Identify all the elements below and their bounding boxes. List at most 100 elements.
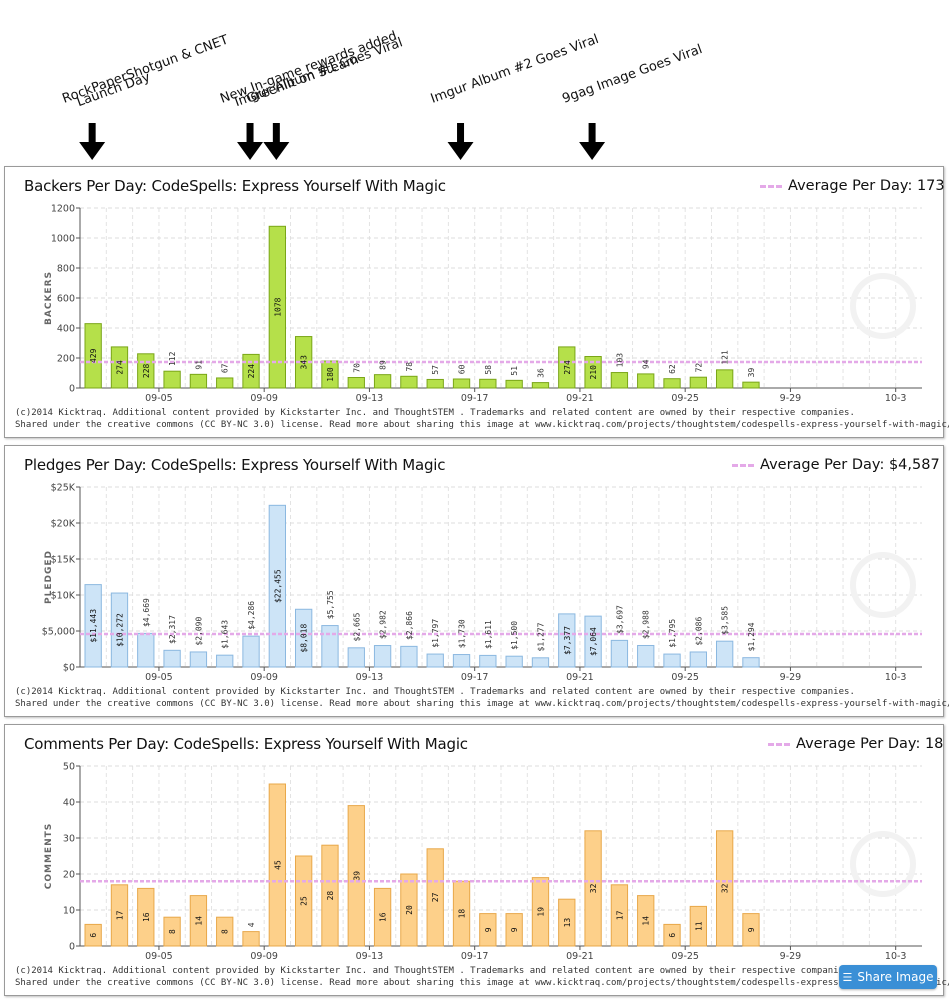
- bar: [110, 884, 129, 947]
- bar-data-label: 11: [694, 921, 703, 931]
- bar-data-label: 274: [115, 360, 124, 375]
- bar-data-label: $11,443: [89, 609, 98, 643]
- bar-data-label: $2,090: [194, 617, 203, 646]
- bar: [426, 378, 444, 389]
- bar-data-label: 9: [510, 927, 519, 932]
- x-tick-label: 10-3: [885, 672, 907, 683]
- bar: [216, 654, 234, 668]
- y-axis-label: PLEDGED: [44, 550, 54, 604]
- credit-line-2: Shared under the creative commons (CC BY…: [15, 699, 949, 709]
- bar: [689, 905, 708, 947]
- bar-data-label: 14: [642, 916, 651, 926]
- share-image-button[interactable]: ☰ Share Image: [839, 965, 937, 989]
- bar: [715, 640, 734, 668]
- x-tick-label: 09-05: [145, 672, 173, 683]
- bar-data-label: $1,795: [668, 619, 677, 648]
- bar-data-label: 94: [642, 359, 651, 369]
- bar-data-label: 8: [221, 929, 230, 934]
- bar-data-label: 17: [615, 910, 624, 920]
- bar-data-label: 67: [221, 363, 230, 373]
- bar-data-label: $1,277: [536, 622, 545, 651]
- arrow-down-icon: [579, 142, 606, 160]
- chart-title: Pledges Per Day: CodeSpells: Express You…: [24, 456, 446, 474]
- bar: [400, 873, 418, 947]
- bar: [479, 378, 497, 389]
- bar: [663, 653, 681, 668]
- arrow-down-icon: [588, 123, 596, 145]
- y-tick-label: $10K: [51, 591, 76, 602]
- bar: [84, 323, 102, 389]
- bar-data-label: 6: [89, 933, 98, 938]
- x-tick-label: 9-29: [780, 951, 802, 962]
- bar: [610, 884, 629, 947]
- bar: [479, 654, 497, 668]
- bar: [742, 657, 760, 668]
- bar-data-label: $2,086: [694, 617, 703, 646]
- bar-data-label: $2,665: [352, 612, 361, 641]
- bar: [584, 356, 602, 389]
- x-tick-label: 09-13: [356, 951, 384, 962]
- bar-data-label: $2,988: [642, 610, 651, 639]
- bar: [610, 372, 629, 389]
- average-legend: Average Per Day: 173: [760, 178, 945, 194]
- y-tick-label: 10: [63, 906, 75, 917]
- pledges-chart: $0 $5,000 $10K $15K $20K $25K PLEDGED 09-05 09-0…: [42, 483, 922, 683]
- y-tick-label: 20: [63, 870, 75, 881]
- arrow-down-icon: [237, 142, 264, 160]
- chart-title: Comments Per Day: CodeSpells: Express Yo…: [24, 735, 468, 753]
- bar-data-label: $7,064: [589, 627, 598, 656]
- credit-text: (c)2014 Kicktraq. Additional content pro…: [15, 965, 949, 989]
- watermark-logo: [850, 831, 916, 897]
- y-tick-label: 400: [57, 324, 75, 335]
- x-tick-label: 10-3: [885, 393, 907, 404]
- y-axis-label: BACKERS: [44, 271, 54, 325]
- average-legend: Average Per Day: $4,587: [732, 457, 940, 473]
- x-tick-label: 09-25: [671, 672, 699, 683]
- y-tick-label: 800: [57, 264, 75, 275]
- credit-line-2: Shared under the creative commons (CC BY…: [15, 420, 949, 430]
- arrow-down-icon: [246, 123, 254, 145]
- bar-data-label: $1,611: [484, 620, 493, 649]
- bar-data-label: 19: [536, 907, 545, 917]
- bar: [347, 647, 365, 668]
- average-line-swatch: [732, 463, 754, 467]
- x-tick-label: 09-21: [566, 951, 594, 962]
- bar: [742, 913, 760, 947]
- bar: [294, 855, 313, 947]
- bar-data-label: 112: [168, 351, 177, 366]
- bar: [505, 655, 523, 668]
- bar: [452, 654, 471, 668]
- bar: [189, 895, 208, 947]
- x-tick-label: 09-09: [250, 672, 278, 683]
- credit-line-1: (c)2014 Kicktraq. Additional content pro…: [15, 687, 855, 697]
- bar: [663, 923, 681, 947]
- y-tick-label: 30: [63, 834, 75, 845]
- bar-data-label: 17: [115, 910, 124, 920]
- bar: [584, 615, 602, 668]
- bar: [84, 584, 102, 668]
- bar: [216, 377, 234, 389]
- annotation-label: RockPaperShotgun & CNET: [60, 33, 230, 107]
- x-tick-label: 09-17: [461, 951, 489, 962]
- bar: [505, 379, 523, 389]
- y-tick-label: 40: [63, 798, 75, 809]
- bar: [610, 639, 629, 668]
- bar-data-label: $7,377: [563, 626, 572, 655]
- bar: [347, 377, 365, 389]
- bar-data-label: 13: [563, 918, 572, 928]
- bar: [715, 830, 734, 947]
- bar-data-label: $4,669: [142, 598, 151, 627]
- bar: [268, 504, 287, 668]
- y-tick-label: 0: [69, 942, 75, 953]
- bar-data-label: 18: [458, 909, 467, 919]
- average-legend: Average Per Day: 18: [768, 736, 943, 752]
- credit-text: (c)2014 Kicktraq. Additional content pro…: [15, 686, 949, 710]
- credit-line-1: (c)2014 Kicktraq. Additional content pro…: [15, 408, 855, 418]
- arrow-down-icon: [263, 142, 290, 160]
- bar-data-label: 16: [142, 912, 151, 922]
- share-image-label: Share Image: [857, 970, 934, 984]
- backers-chart-panel: 0 200 400 600 800 1000 1200 BACKERS 09-05 09-09 09…: [4, 166, 949, 438]
- y-axis-label: COMMENTS: [44, 823, 54, 889]
- bar-data-label: $3,585: [721, 606, 730, 635]
- bar-data-label: $1,500: [510, 621, 519, 650]
